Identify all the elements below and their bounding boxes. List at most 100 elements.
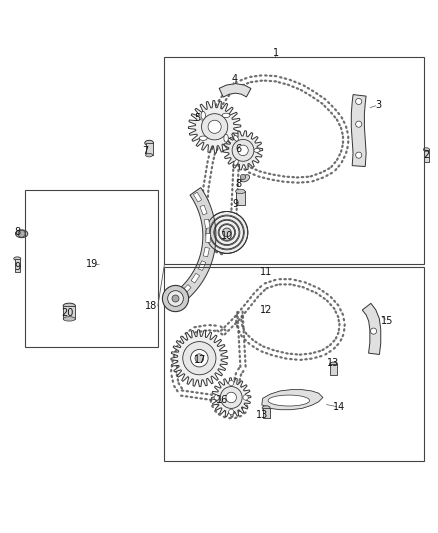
Ellipse shape [259, 285, 262, 288]
Ellipse shape [212, 240, 214, 244]
Ellipse shape [263, 289, 266, 292]
Ellipse shape [290, 353, 293, 355]
Ellipse shape [267, 347, 270, 350]
Ellipse shape [329, 343, 332, 346]
Ellipse shape [283, 83, 286, 85]
Ellipse shape [331, 104, 334, 108]
Ellipse shape [291, 85, 295, 88]
Ellipse shape [177, 378, 179, 382]
Text: 9: 9 [14, 262, 20, 271]
Ellipse shape [237, 330, 240, 334]
Ellipse shape [211, 112, 214, 116]
Ellipse shape [259, 79, 263, 82]
Ellipse shape [294, 353, 298, 356]
Ellipse shape [222, 102, 225, 105]
Bar [14, 259, 20, 272]
Ellipse shape [202, 214, 205, 217]
Ellipse shape [265, 287, 269, 289]
Ellipse shape [227, 94, 230, 97]
Polygon shape [219, 84, 251, 97]
Ellipse shape [237, 164, 240, 167]
Ellipse shape [289, 358, 293, 360]
Ellipse shape [242, 370, 244, 373]
Ellipse shape [210, 393, 213, 396]
Ellipse shape [236, 161, 239, 164]
Ellipse shape [180, 386, 183, 390]
Ellipse shape [327, 101, 330, 104]
Ellipse shape [328, 350, 332, 353]
Ellipse shape [274, 75, 277, 77]
Ellipse shape [239, 401, 242, 405]
Ellipse shape [230, 207, 233, 211]
Ellipse shape [145, 140, 153, 146]
Ellipse shape [243, 161, 246, 164]
Text: 16: 16 [216, 394, 229, 405]
Ellipse shape [214, 410, 217, 413]
Ellipse shape [214, 244, 217, 247]
Ellipse shape [281, 180, 285, 183]
Ellipse shape [220, 333, 223, 335]
Ellipse shape [343, 318, 345, 321]
Ellipse shape [237, 168, 240, 172]
Bar [330, 364, 337, 375]
Polygon shape [351, 94, 366, 166]
Ellipse shape [233, 383, 236, 386]
Ellipse shape [237, 367, 240, 370]
Ellipse shape [199, 397, 203, 400]
Ellipse shape [223, 250, 226, 254]
Ellipse shape [208, 155, 210, 159]
Polygon shape [212, 378, 251, 417]
Ellipse shape [204, 219, 206, 222]
Ellipse shape [230, 236, 232, 239]
Ellipse shape [241, 84, 245, 86]
Ellipse shape [343, 328, 345, 332]
Ellipse shape [241, 310, 244, 314]
Ellipse shape [240, 158, 243, 161]
Ellipse shape [209, 150, 212, 154]
Ellipse shape [243, 330, 245, 334]
Bar [63, 306, 75, 319]
Ellipse shape [265, 352, 268, 354]
Ellipse shape [334, 168, 337, 171]
Ellipse shape [180, 394, 184, 397]
Ellipse shape [210, 133, 213, 136]
Ellipse shape [337, 164, 340, 167]
Circle shape [214, 395, 219, 400]
Ellipse shape [240, 165, 243, 168]
Ellipse shape [15, 230, 28, 238]
Ellipse shape [219, 106, 222, 109]
Bar [203, 247, 209, 257]
Ellipse shape [210, 222, 212, 226]
Ellipse shape [273, 279, 276, 281]
Ellipse shape [236, 325, 238, 328]
Ellipse shape [279, 76, 283, 78]
Ellipse shape [237, 174, 240, 177]
Ellipse shape [293, 80, 297, 83]
Ellipse shape [343, 120, 346, 124]
Ellipse shape [215, 123, 217, 126]
Text: 1: 1 [273, 49, 279, 59]
Ellipse shape [235, 212, 238, 216]
Ellipse shape [212, 161, 214, 165]
Ellipse shape [222, 113, 230, 118]
Ellipse shape [223, 245, 226, 249]
Ellipse shape [341, 131, 343, 135]
Ellipse shape [319, 95, 322, 98]
Ellipse shape [256, 348, 259, 351]
Ellipse shape [254, 75, 258, 77]
Ellipse shape [250, 167, 253, 169]
Ellipse shape [342, 140, 344, 144]
Ellipse shape [205, 169, 207, 173]
Ellipse shape [240, 407, 243, 410]
Ellipse shape [218, 110, 220, 114]
Ellipse shape [232, 168, 234, 172]
Ellipse shape [234, 160, 238, 165]
Ellipse shape [216, 142, 219, 146]
Ellipse shape [259, 74, 262, 77]
Text: 13: 13 [327, 358, 339, 368]
Ellipse shape [204, 398, 208, 400]
Ellipse shape [336, 118, 339, 122]
Ellipse shape [204, 233, 206, 237]
Ellipse shape [323, 105, 326, 108]
Ellipse shape [209, 232, 211, 236]
